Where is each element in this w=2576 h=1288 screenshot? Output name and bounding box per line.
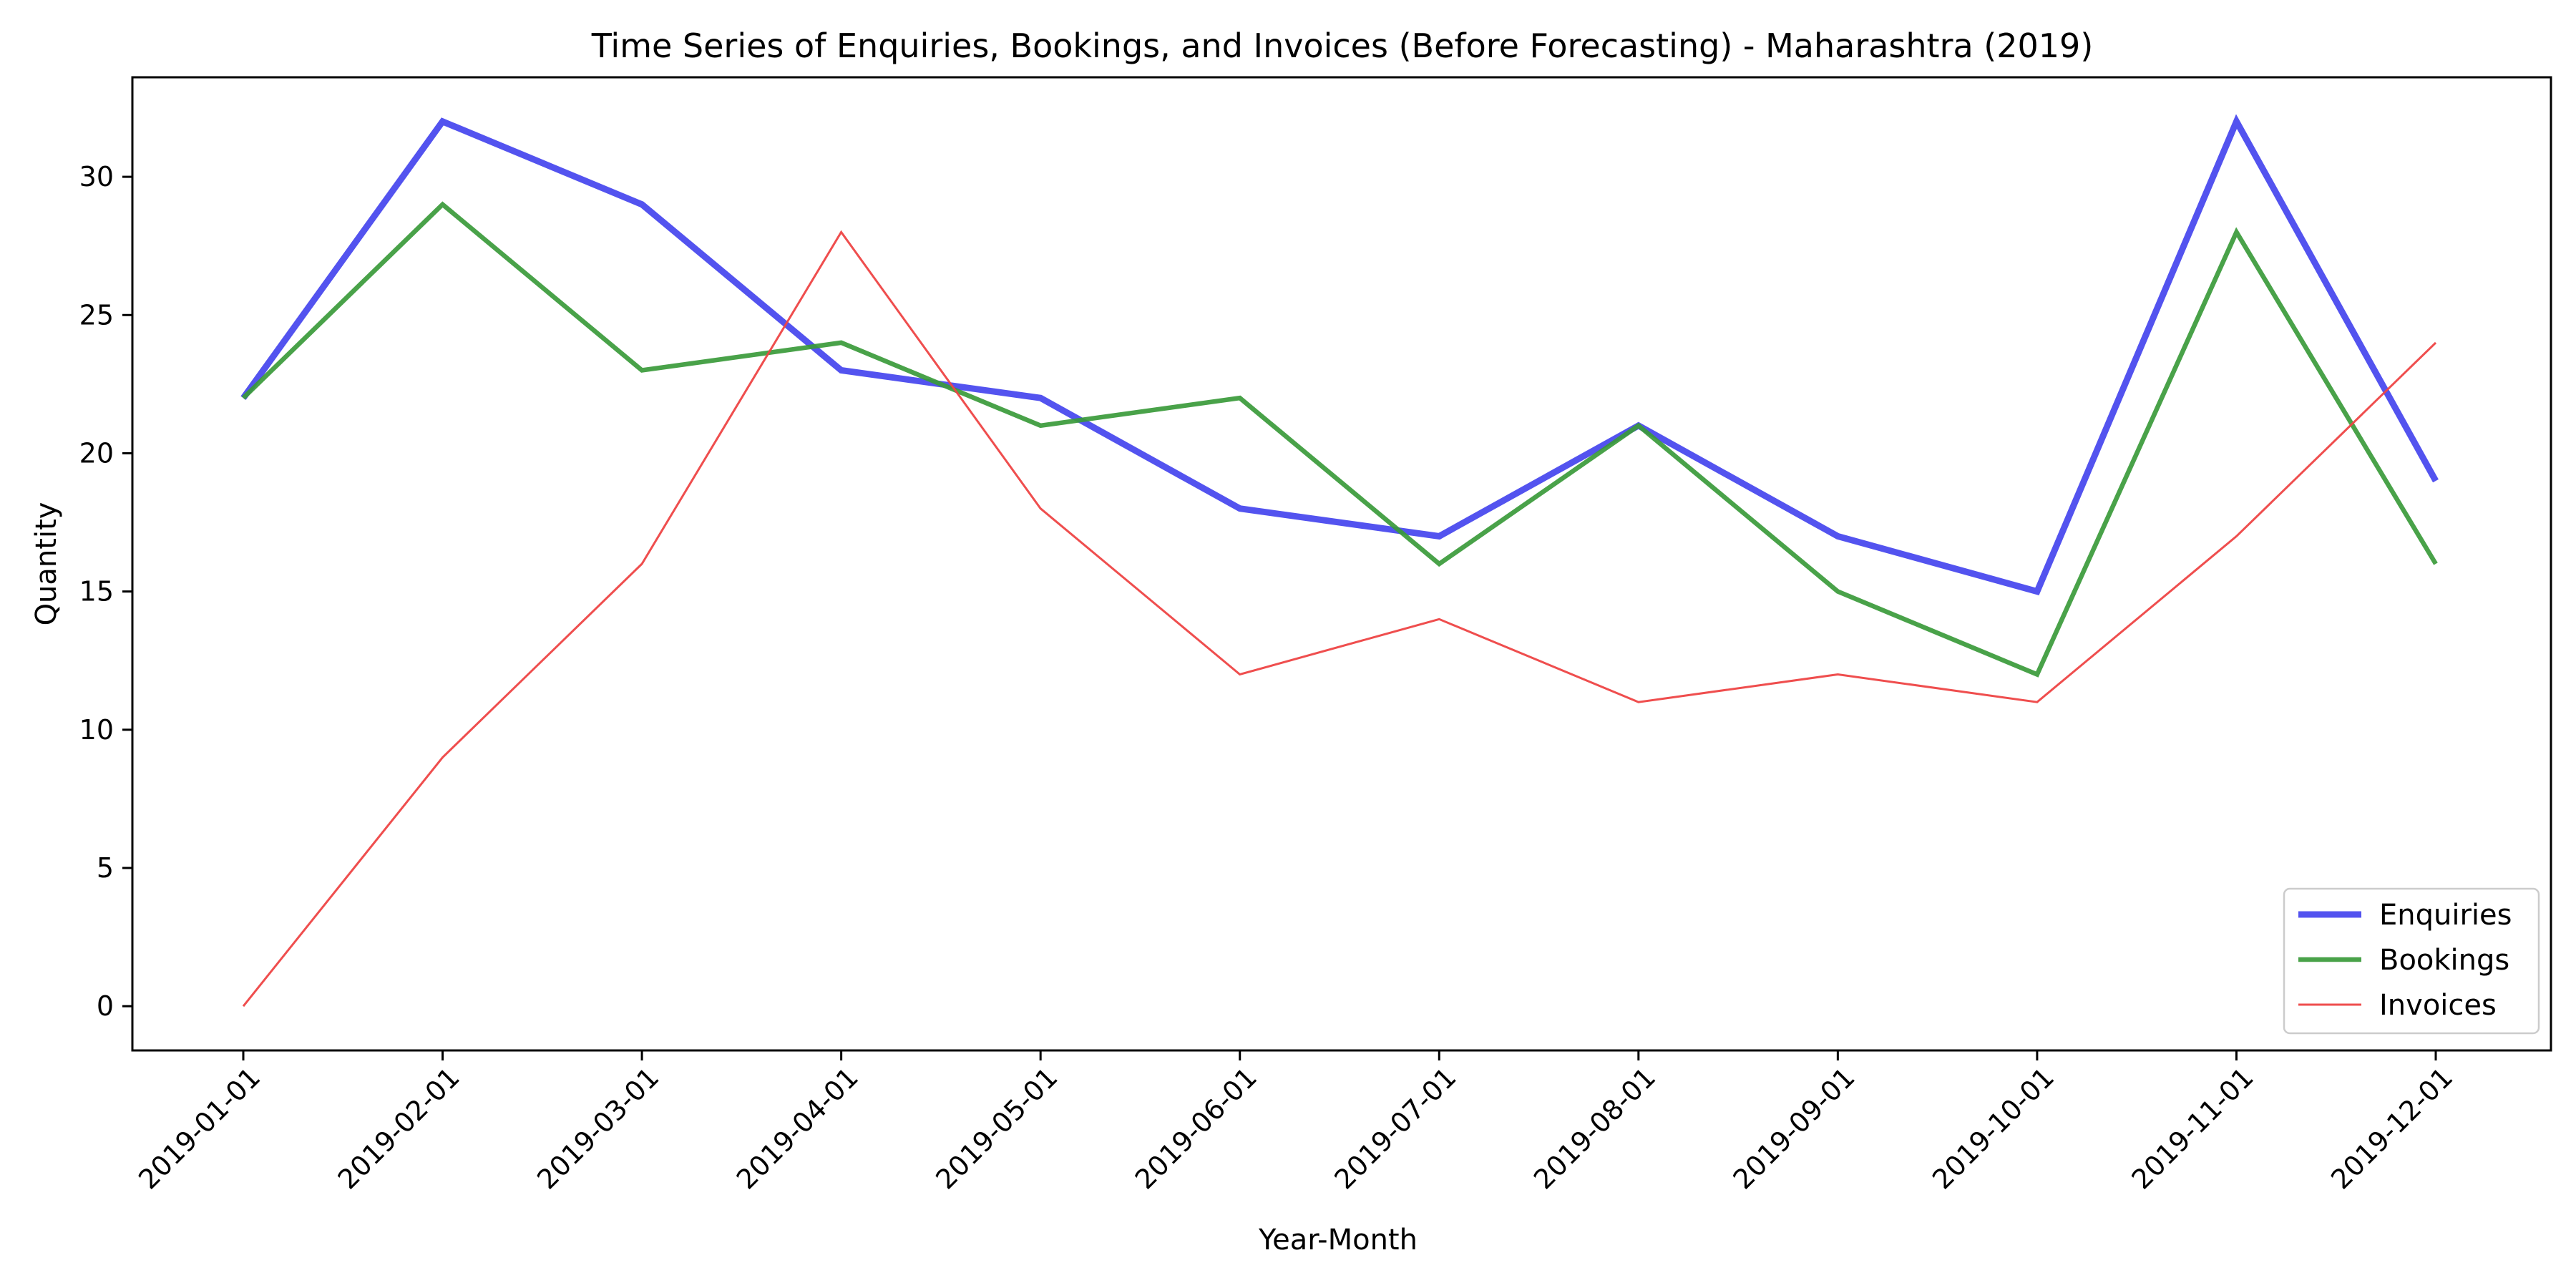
y-tick-label: 30 — [79, 161, 114, 192]
y-tick-label: 25 — [79, 299, 114, 331]
legend-label-invoices: Invoices — [2379, 989, 2497, 1022]
y-tick-label: 5 — [97, 852, 114, 884]
legend-box — [2283, 887, 2540, 1035]
legend: Enquiries Bookings Invoices — [2283, 887, 2540, 1035]
series-line-bookings — [241, 201, 2438, 678]
series-line-enquiries — [240, 114, 2439, 595]
legend-entries: Enquiries Bookings Invoices — [2298, 899, 2512, 1022]
plot-area — [131, 76, 2552, 1052]
y-tick-label: 20 — [79, 437, 114, 469]
series-lines — [240, 114, 2439, 1008]
y-tick-label: 15 — [79, 576, 114, 608]
y-tick-label: 0 — [97, 990, 114, 1022]
y-tick-label: 10 — [79, 714, 114, 746]
y-axis-label: Quantity — [30, 502, 63, 626]
chart-title: Time Series of Enquiries, Bookings, and … — [591, 26, 2094, 65]
y-axis: 0 5 10 15 20 25 30 — [79, 161, 132, 1022]
x-axis-label: Year-Month — [1258, 1224, 1418, 1257]
legend-label-enquiries: Enquiries — [2379, 899, 2512, 932]
series-line-invoices — [242, 230, 2437, 1008]
legend-label-bookings: Bookings — [2379, 944, 2509, 977]
